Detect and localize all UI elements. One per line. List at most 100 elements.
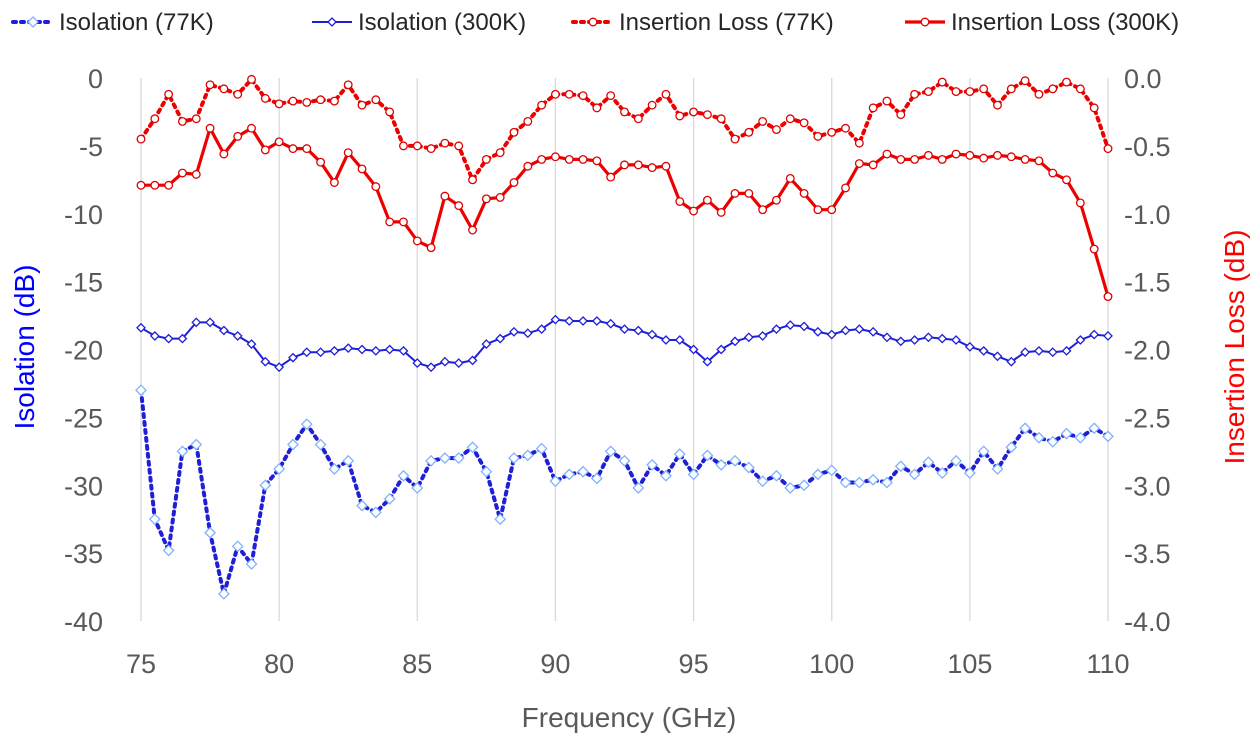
right-y-tick-label: 0.0 (1124, 64, 1162, 94)
x-axis-ticks: 75 80 85 90 95 100 105 110 (126, 649, 1130, 679)
right-y-tick-label: -1.5 (1124, 268, 1171, 298)
data-point (923, 150, 933, 160)
data-point (411, 482, 424, 494)
data-point (1075, 84, 1085, 94)
data-point (385, 217, 395, 227)
data-point (646, 458, 659, 471)
data-point (1019, 422, 1032, 435)
legend-item: Isolation (300K) (312, 9, 526, 36)
data-point (564, 154, 574, 164)
data-point (896, 154, 906, 164)
data-point (826, 329, 837, 340)
data-point (951, 335, 961, 345)
data-point (577, 465, 589, 478)
data-point (136, 134, 146, 144)
data-point (785, 320, 796, 330)
data-point (440, 138, 450, 148)
series-group (136, 74, 1113, 185)
data-point (647, 163, 657, 173)
data-point (1047, 347, 1058, 358)
data-point (675, 111, 685, 121)
data-point (702, 195, 712, 205)
data-point (452, 452, 465, 465)
data-point (991, 463, 1004, 475)
data-point (922, 456, 935, 469)
data-point (288, 144, 298, 154)
data-point (148, 513, 161, 526)
data-point (908, 468, 921, 481)
data-point (495, 333, 506, 344)
data-point (992, 351, 1003, 362)
series-line (141, 126, 1110, 298)
data-point (231, 540, 244, 553)
data-point (951, 87, 961, 97)
data-point (399, 217, 408, 227)
left-y-tick-label: -25 (64, 403, 103, 433)
data-point (716, 114, 726, 124)
data-point (314, 438, 327, 451)
data-point (606, 91, 616, 101)
data-point (300, 418, 313, 431)
data-point (453, 358, 464, 368)
data-point (329, 178, 339, 187)
data-point (494, 513, 507, 526)
data-point (260, 145, 270, 155)
data-point (426, 362, 437, 373)
left-y-tick-label: 0 (88, 64, 103, 94)
data-point (426, 243, 436, 253)
data-point (397, 469, 410, 482)
data-point (204, 526, 216, 539)
x-axis-title: Frequency (GHz) (522, 702, 737, 733)
data-point (564, 89, 574, 99)
data-point (661, 335, 671, 345)
data-point (412, 141, 422, 151)
data-point (758, 116, 768, 126)
data-point (592, 103, 602, 113)
data-point (799, 321, 810, 332)
data-point (1088, 422, 1101, 435)
data-point (342, 454, 355, 467)
data-point (412, 358, 423, 368)
data-point (881, 476, 893, 489)
data-point (495, 193, 505, 202)
data-point (965, 87, 975, 97)
data-point (812, 326, 823, 337)
data-point (495, 148, 505, 158)
data-point (867, 473, 880, 486)
data-point (205, 317, 215, 328)
data-point (1020, 347, 1031, 358)
data-point (550, 314, 561, 325)
data-point (784, 482, 797, 494)
data-point (979, 84, 989, 94)
data-point (979, 153, 989, 163)
data-point (1074, 431, 1087, 444)
right-y-tick-label: -3.0 (1124, 471, 1171, 501)
data-point (301, 347, 312, 358)
data-point (936, 467, 949, 479)
data-point (509, 127, 519, 137)
data-point (813, 131, 823, 141)
data-point (135, 384, 147, 397)
data-point (523, 116, 533, 126)
data-point (1103, 331, 1113, 341)
data-point (825, 464, 838, 477)
data-point (343, 343, 354, 354)
data-point (730, 188, 740, 198)
data-point (1089, 244, 1099, 254)
data-point (702, 356, 713, 367)
data-point (150, 114, 160, 124)
data-point (247, 123, 256, 133)
data-point (217, 587, 230, 600)
data-point (508, 452, 520, 465)
data-point (176, 445, 189, 458)
legend-label: Isolation (77K) (59, 9, 214, 36)
vertical-gridlines (140, 78, 1109, 621)
data-point (811, 468, 824, 481)
data-point (730, 336, 740, 347)
data-point (370, 345, 381, 356)
data-point (371, 182, 381, 192)
data-point (1020, 154, 1030, 164)
data-point (563, 468, 576, 481)
data-point (591, 316, 602, 326)
data-point (205, 80, 215, 90)
